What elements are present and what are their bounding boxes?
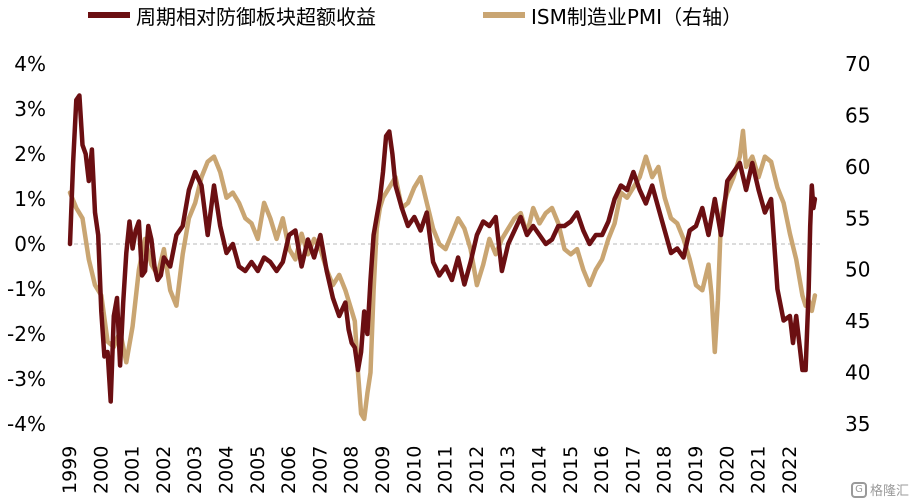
x-tick-label: 2007	[309, 446, 331, 494]
x-tick-label: 2022	[779, 446, 801, 494]
x-tick-label: 2005	[247, 446, 269, 494]
y-right-tick-label: 65	[845, 103, 870, 127]
y-left-tick-label: -2%	[7, 322, 46, 346]
x-tick-label: 2003	[184, 446, 206, 494]
legend-label-ism-pmi: ISM制造业PMI（右轴）	[531, 4, 743, 29]
legend-item-excess-return: 周期相对防御板块超额收益	[88, 2, 376, 29]
y-right-tick-label: 70	[845, 52, 870, 76]
y-left-tick-label: 4%	[14, 52, 46, 76]
x-tick-label: 2019	[685, 446, 707, 494]
legend-label-excess-return: 周期相对防御板块超额收益	[136, 4, 376, 29]
x-tick-label: 2021	[748, 446, 770, 494]
x-tick-label: 2012	[466, 446, 488, 494]
legend-swatch-ism-pmi	[483, 12, 525, 18]
watermark: G 格隆汇	[850, 480, 909, 499]
y-right-tick-label: 45	[845, 309, 870, 333]
x-tick-label: 2015	[560, 446, 582, 494]
x-tick-label: 2000	[90, 446, 112, 494]
y-left-tick-label: 3%	[14, 97, 46, 121]
x-tick-label: 2010	[403, 446, 425, 494]
x-tick-label: 2001	[122, 446, 144, 494]
series-line-excess-return	[67, 93, 818, 404]
x-tick-label: 2017	[622, 446, 644, 494]
y-left-tick-label: 1%	[14, 187, 46, 211]
y-left-tick-label: 2%	[14, 142, 46, 166]
watermark-logo-icon: G	[850, 481, 867, 498]
y-right-tick-label: 55	[845, 206, 870, 230]
x-tick-label: 2018	[654, 446, 676, 494]
x-tick-label: 2008	[341, 446, 363, 494]
y-left-tick-label: 0%	[14, 232, 46, 256]
legend-item-ism-pmi: ISM制造业PMI（右轴）	[483, 2, 743, 29]
x-tick-label: 2014	[529, 446, 551, 494]
x-tick-label: 2016	[591, 446, 613, 494]
x-tick-label: 2006	[278, 446, 300, 494]
y-right-tick-label: 40	[845, 361, 870, 385]
x-tick-label: 2009	[372, 446, 394, 494]
x-tick-label: 2013	[497, 446, 519, 494]
legend-swatch-excess-return	[88, 12, 130, 18]
y-right-tick-label: 35	[845, 412, 870, 436]
y-right-tick-label: 60	[845, 155, 870, 179]
x-tick-label: 2020	[716, 446, 738, 494]
x-tick-label: 2002	[153, 446, 175, 494]
series-line-ism-pmi	[67, 128, 818, 422]
x-tick-label: 2004	[216, 446, 238, 494]
y-left-tick-label: -1%	[7, 277, 46, 301]
y-left-tick-label: -4%	[7, 412, 46, 436]
watermark-text: 格隆汇	[869, 484, 909, 499]
y-left-tick-label: -3%	[7, 367, 46, 391]
y-right-tick-label: 50	[845, 258, 870, 282]
x-tick-label: 2011	[435, 446, 457, 494]
x-tick-label: 1999	[59, 446, 81, 494]
